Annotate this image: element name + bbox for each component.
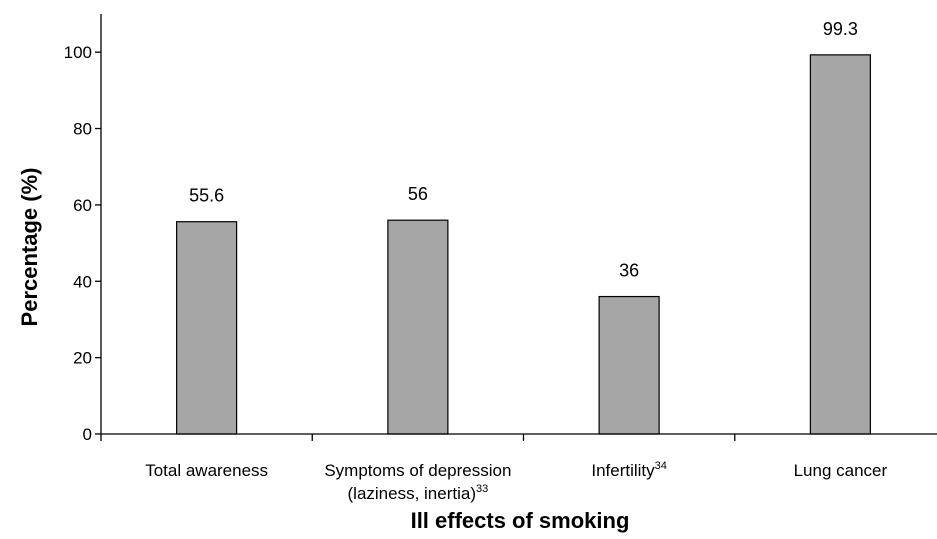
data-label-4: 99.3 bbox=[823, 19, 858, 39]
labels-group: 55.6 56 36 99.3 0 20 40 60 80 100 Total awareness S… bbox=[64, 19, 888, 503]
y-tick-label-80: 80 bbox=[73, 120, 92, 139]
bar-3 bbox=[598, 295, 660, 435]
bar-1 bbox=[176, 221, 238, 435]
y-tick-label-60: 60 bbox=[73, 196, 92, 215]
y-axis-title: Percentage (%) bbox=[17, 168, 42, 327]
y-tick-label-100: 100 bbox=[64, 43, 92, 62]
category-label-3: Infertility34 bbox=[591, 460, 667, 480]
y-tick-label-20: 20 bbox=[73, 349, 92, 368]
data-label-2: 56 bbox=[408, 184, 428, 204]
y-tick-label-40: 40 bbox=[73, 272, 92, 291]
category-label-2: Symptoms of depression bbox=[324, 461, 511, 480]
data-label-1: 55.6 bbox=[189, 186, 224, 206]
data-label-3: 36 bbox=[619, 261, 639, 281]
category-label-1: Total awareness bbox=[145, 461, 268, 480]
category-label-4: Lung cancer bbox=[794, 461, 888, 480]
bar-4 bbox=[809, 54, 871, 435]
axes-group bbox=[95, 14, 937, 441]
category-label-2-line2: (laziness, inertia)33 bbox=[348, 483, 489, 503]
bars-group bbox=[176, 54, 871, 435]
bar-2 bbox=[387, 219, 449, 435]
y-tick-label-0: 0 bbox=[83, 425, 92, 444]
x-axis-title: Ill effects of smoking bbox=[411, 508, 630, 533]
